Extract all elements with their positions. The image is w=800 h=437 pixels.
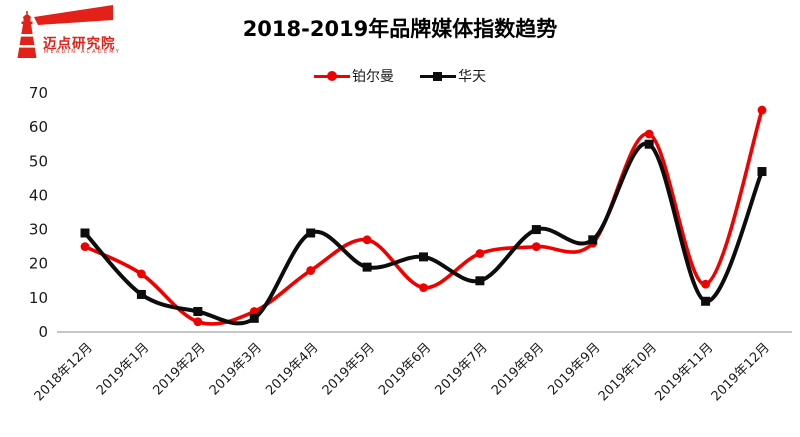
data-point	[419, 252, 428, 262]
lighthouse-icon	[16, 5, 113, 58]
legend-marker-square-icon	[420, 71, 456, 81]
data-point	[362, 262, 372, 272]
legend-marker-circle-icon	[314, 71, 350, 81]
data-point	[419, 283, 428, 293]
data-point	[137, 269, 146, 279]
x-tick-label: 2019年10月	[596, 340, 660, 404]
data-point	[306, 266, 316, 275]
data-point	[475, 276, 485, 286]
data-point	[644, 129, 654, 139]
x-tick-label: 2019年12月	[709, 340, 773, 404]
data-point	[362, 235, 372, 245]
logo-name: 迈点研究院	[43, 36, 116, 52]
legend: 铂尔曼 华天	[0, 66, 800, 86]
data-point	[80, 242, 90, 252]
chart-title: 2018-2019年品牌媒体指数趋势	[242, 17, 558, 41]
y-tick-label: 10	[29, 289, 48, 307]
data-point	[475, 249, 485, 258]
data-point	[249, 307, 259, 316]
y-tick-label: 70	[29, 84, 48, 102]
data-point	[644, 139, 654, 149]
data-point	[249, 313, 259, 323]
data-point	[757, 167, 767, 177]
y-tick-label: 30	[29, 221, 48, 239]
x-tick-label: 2019年7月	[433, 340, 491, 398]
x-tick-label: 2019年9月	[545, 340, 603, 398]
data-point	[531, 242, 541, 252]
x-tick-label: 2019年8月	[489, 340, 547, 398]
series-line-1	[83, 141, 764, 326]
data-point	[701, 279, 710, 289]
data-point	[588, 235, 598, 245]
y-tick-label: 20	[29, 255, 48, 273]
legend-item-huatian: 华天	[420, 66, 486, 86]
y-tick-label: 60	[29, 118, 48, 136]
y-tick-label: 40	[29, 186, 48, 204]
x-tick-label: 2019年1月	[94, 340, 152, 398]
x-tick-label: 2019年5月	[320, 340, 378, 398]
series-line-0	[83, 108, 764, 326]
y-tick-label: 50	[29, 152, 48, 170]
x-tick-label: 2018年12月	[32, 340, 96, 404]
data-point	[193, 317, 203, 327]
data-point	[136, 289, 146, 299]
legend-label: 铂尔曼	[352, 69, 394, 85]
x-tick-label: 2019年4月	[263, 340, 321, 398]
data-point	[757, 105, 767, 115]
logo: 迈点研究院 MEADIN ACADEMY	[13, 5, 123, 63]
x-tick-label: 2019年3月	[207, 340, 265, 398]
x-tick-label: 2019年2月	[150, 340, 208, 398]
x-tick-label: 2019年11月	[652, 340, 716, 404]
y-tick-label: 0	[38, 323, 48, 341]
legend-label: 华天	[458, 69, 486, 85]
legend-item-pullman: 铂尔曼	[314, 66, 394, 86]
data-point	[701, 296, 711, 306]
x-tick-label: 2019年6月	[376, 340, 434, 398]
data-point	[80, 228, 90, 238]
data-point	[306, 228, 316, 238]
data-point	[531, 225, 541, 235]
logo-subtitle: MEADIN ACADEMY	[44, 49, 121, 55]
data-point	[193, 307, 203, 317]
